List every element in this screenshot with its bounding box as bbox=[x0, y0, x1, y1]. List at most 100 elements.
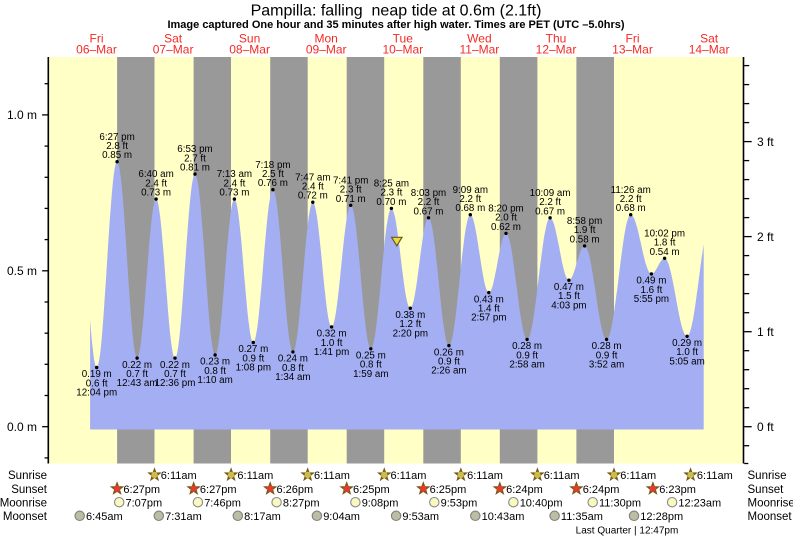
svg-text:6:53 pm: 6:53 pm bbox=[177, 144, 212, 155]
svg-text:Tue: Tue bbox=[393, 32, 414, 46]
svg-text:10:02 pm: 10:02 pm bbox=[644, 228, 685, 239]
svg-text:3:52 am: 3:52 am bbox=[589, 360, 624, 371]
svg-text:2.0 ft: 2.0 ft bbox=[495, 213, 517, 224]
svg-text:7:13 am: 7:13 am bbox=[217, 169, 252, 180]
svg-text:0.0 m: 0.0 m bbox=[7, 420, 37, 434]
svg-text:1:34 am: 1:34 am bbox=[275, 372, 310, 383]
svg-text:6:40 am: 6:40 am bbox=[138, 169, 173, 180]
svg-text:4:03 pm: 4:03 pm bbox=[551, 300, 586, 311]
svg-text:12:43 am: 12:43 am bbox=[117, 378, 158, 389]
svg-text:0 ft: 0 ft bbox=[757, 420, 774, 434]
svg-text:6:11am: 6:11am bbox=[620, 470, 656, 482]
svg-text:Thu: Thu bbox=[546, 32, 567, 46]
svg-text:5:05 am: 5:05 am bbox=[669, 356, 704, 367]
svg-text:6:11am: 6:11am bbox=[544, 470, 580, 482]
svg-text:6:27 pm: 6:27 pm bbox=[99, 132, 134, 143]
svg-text:14–Mar: 14–Mar bbox=[689, 43, 730, 57]
svg-text:0.43 m: 0.43 m bbox=[474, 294, 504, 305]
svg-text:0.70 m: 0.70 m bbox=[376, 197, 406, 208]
svg-text:8:58 pm: 8:58 pm bbox=[567, 216, 602, 227]
svg-text:2.2 ft: 2.2 ft bbox=[459, 194, 481, 205]
svg-text:6:45am: 6:45am bbox=[86, 511, 123, 523]
svg-text:Sunset: Sunset bbox=[748, 484, 785, 496]
svg-text:7:47 am: 7:47 am bbox=[295, 172, 330, 183]
svg-text:6:11am: 6:11am bbox=[697, 470, 733, 482]
svg-text:Pampilla: falling neap tide a: Pampilla: falling neap tide at 0.6m (2.1… bbox=[251, 3, 542, 20]
svg-text:2:57 pm: 2:57 pm bbox=[471, 313, 506, 324]
svg-text:0.54 m: 0.54 m bbox=[650, 247, 680, 258]
svg-text:10:43am: 10:43am bbox=[482, 511, 525, 523]
svg-text:0.9 ft: 0.9 ft bbox=[242, 353, 264, 364]
svg-text:11:35am: 11:35am bbox=[561, 511, 603, 523]
svg-text:0.9 ft: 0.9 ft bbox=[596, 350, 618, 361]
svg-text:1:08 pm: 1:08 pm bbox=[236, 363, 271, 374]
svg-text:7:31am: 7:31am bbox=[165, 511, 202, 523]
svg-text:Moonrise: Moonrise bbox=[748, 497, 793, 509]
svg-text:2:58 am: 2:58 am bbox=[509, 360, 544, 371]
svg-text:0.68 m: 0.68 m bbox=[616, 203, 646, 214]
svg-text:0.19 m: 0.19 m bbox=[82, 369, 112, 380]
svg-text:0.29 m: 0.29 m bbox=[672, 338, 702, 349]
svg-text:12:36 pm: 12:36 pm bbox=[155, 378, 196, 389]
svg-text:1.2 ft: 1.2 ft bbox=[399, 319, 421, 330]
svg-text:8:20 pm: 8:20 pm bbox=[488, 204, 523, 215]
svg-text:6:11am: 6:11am bbox=[314, 470, 350, 482]
svg-text:0.8 ft: 0.8 ft bbox=[204, 366, 226, 377]
svg-text:12:04 pm: 12:04 pm bbox=[76, 388, 117, 399]
svg-text:6:27pm: 6:27pm bbox=[200, 484, 237, 496]
svg-text:0.73 m: 0.73 m bbox=[141, 188, 171, 199]
svg-text:2.2 ft: 2.2 ft bbox=[620, 194, 642, 205]
svg-text:12–Mar: 12–Mar bbox=[536, 43, 577, 57]
svg-text:1.4 ft: 1.4 ft bbox=[478, 304, 500, 315]
svg-text:2.3 ft: 2.3 ft bbox=[381, 188, 403, 199]
svg-text:7:07pm: 7:07pm bbox=[126, 497, 163, 509]
svg-text:0.76 m: 0.76 m bbox=[258, 178, 288, 189]
svg-text:0.72 m: 0.72 m bbox=[298, 191, 328, 202]
svg-text:2.7 ft: 2.7 ft bbox=[184, 153, 206, 164]
svg-text:1.8 ft: 1.8 ft bbox=[654, 238, 676, 249]
svg-text:2 ft: 2 ft bbox=[757, 230, 774, 244]
svg-text:2.4 ft: 2.4 ft bbox=[224, 178, 246, 189]
svg-text:0.28 m: 0.28 m bbox=[512, 341, 542, 352]
svg-text:6:26pm: 6:26pm bbox=[277, 484, 314, 496]
svg-text:1.9 ft: 1.9 ft bbox=[574, 225, 596, 236]
svg-text:0.23 m: 0.23 m bbox=[200, 357, 230, 368]
svg-text:1 ft: 1 ft bbox=[757, 325, 774, 339]
svg-text:11:30pm: 11:30pm bbox=[599, 497, 641, 509]
svg-text:Wed: Wed bbox=[467, 32, 491, 46]
svg-text:0.22 m: 0.22 m bbox=[122, 360, 152, 371]
svg-text:1.0 ft: 1.0 ft bbox=[321, 338, 343, 349]
svg-text:Fri: Fri bbox=[90, 32, 104, 46]
svg-text:0.67 m: 0.67 m bbox=[414, 206, 444, 217]
svg-text:0.6 ft: 0.6 ft bbox=[86, 378, 108, 389]
svg-text:1.5 ft: 1.5 ft bbox=[558, 291, 580, 302]
svg-text:0.28 m: 0.28 m bbox=[592, 341, 622, 352]
svg-text:12:28pm: 12:28pm bbox=[640, 511, 683, 523]
svg-text:10–Mar: 10–Mar bbox=[382, 43, 423, 57]
svg-text:1.6 ft: 1.6 ft bbox=[641, 285, 663, 296]
svg-text:0.73 m: 0.73 m bbox=[219, 188, 249, 199]
svg-text:0.68 m: 0.68 m bbox=[455, 203, 485, 214]
svg-text:0.67 m: 0.67 m bbox=[535, 206, 565, 217]
svg-text:9:09 am: 9:09 am bbox=[453, 185, 488, 196]
svg-text:0.38 m: 0.38 m bbox=[395, 310, 425, 321]
svg-text:0.8 ft: 0.8 ft bbox=[360, 360, 382, 371]
svg-text:0.24 m: 0.24 m bbox=[278, 354, 308, 365]
svg-text:Moonrise: Moonrise bbox=[0, 497, 47, 509]
svg-text:6:11am: 6:11am bbox=[391, 470, 427, 482]
svg-text:06–Mar: 06–Mar bbox=[76, 43, 117, 57]
svg-text:11–Mar: 11–Mar bbox=[460, 43, 500, 57]
svg-text:2:26 am: 2:26 am bbox=[431, 366, 466, 377]
svg-text:2:20 pm: 2:20 pm bbox=[393, 328, 428, 339]
svg-text:8:03 pm: 8:03 pm bbox=[411, 188, 446, 199]
svg-text:7:18 pm: 7:18 pm bbox=[255, 160, 290, 171]
svg-text:0.9 ft: 0.9 ft bbox=[438, 357, 460, 368]
svg-text:0.22 m: 0.22 m bbox=[160, 360, 190, 371]
svg-text:1:10 am: 1:10 am bbox=[197, 375, 232, 386]
svg-text:0.49 m: 0.49 m bbox=[636, 276, 666, 287]
svg-text:6:25pm: 6:25pm bbox=[353, 484, 390, 496]
svg-text:Moonset: Moonset bbox=[3, 511, 48, 523]
svg-text:2.2 ft: 2.2 ft bbox=[539, 197, 561, 208]
svg-text:6:27pm: 6:27pm bbox=[123, 484, 160, 496]
svg-text:8:27pm: 8:27pm bbox=[283, 497, 320, 509]
